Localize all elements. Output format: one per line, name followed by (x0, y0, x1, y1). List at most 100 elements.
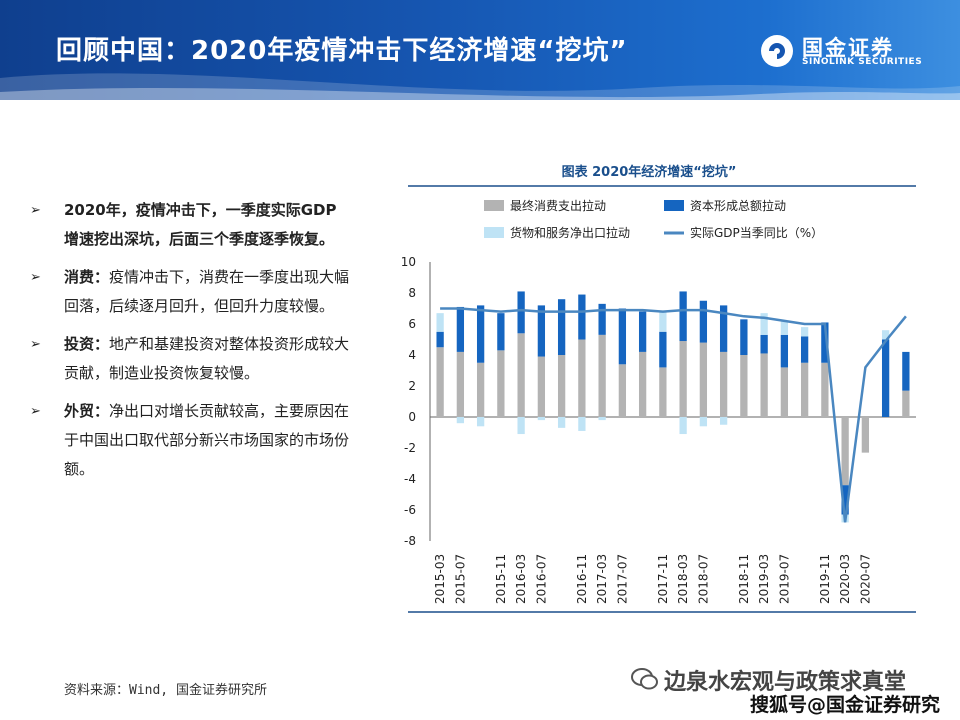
bar-segment (456, 351, 465, 417)
bar-segment (841, 485, 849, 515)
bar-segment (881, 330, 890, 340)
bullet-heading: 2020年，疫情冲击下，一季度实际GDP增速挖出深坑，后面三个季度逐季恢复。 (64, 201, 337, 248)
y-tick-label: 0 (408, 410, 416, 424)
bar-segment (456, 306, 465, 352)
y-tick-label: 6 (408, 317, 416, 331)
x-tick-label: 2015-03 (433, 554, 447, 604)
legend-label: 资本形成总额拉动 (690, 198, 786, 213)
bar-segment (598, 417, 606, 421)
legend-swatch (484, 227, 504, 238)
bar-segment (578, 339, 586, 417)
bar-segment (699, 417, 708, 427)
bar-segment (780, 334, 789, 368)
bar-segment (456, 417, 465, 424)
bullet-item-investment: ➢ 投资：地产和基建投资对整体投资形成较大贡献，制造业投资恢复较慢。 (30, 330, 350, 388)
x-tick-label: 2017-11 (656, 554, 670, 604)
logo-english-text: SINOLINK SECURITIES (802, 57, 923, 67)
y-tick-label: 8 (408, 286, 416, 300)
y-tick-label: 10 (401, 255, 416, 269)
bullet-heading: 投资： (64, 335, 110, 353)
watermark-sohu: 搜狐号@国金证券研究 (750, 694, 941, 716)
bar-segment (598, 303, 606, 335)
bar-segment (699, 342, 708, 417)
bar-segment (517, 417, 525, 435)
bullet-heading: 消费： (64, 268, 110, 286)
y-tick-label: -4 (404, 472, 416, 486)
bar-segment (800, 362, 809, 417)
bullet-heading: 外贸： (64, 402, 110, 420)
bar-segment (902, 390, 910, 417)
arrow-bullet-icon: ➢ (30, 337, 41, 352)
x-tick-label: 2018-07 (696, 554, 710, 604)
bar-segment (760, 334, 768, 354)
legend-swatch (664, 200, 684, 211)
x-tick-label: 2016-11 (575, 554, 589, 604)
bar-segment (800, 336, 809, 363)
bar-segment (476, 305, 485, 363)
bar-segment (476, 362, 485, 417)
x-tick-label: 2015-11 (494, 554, 508, 604)
y-tick-label: 2 (408, 379, 416, 393)
bar-segment (679, 291, 687, 342)
legend-label: 最终消费支出拉动 (510, 198, 606, 213)
bar-segment (780, 367, 789, 417)
y-tick-label: -2 (404, 441, 416, 455)
x-tick-label: 2020-07 (858, 554, 872, 604)
legend-label: 货物和服务净出口拉动 (510, 225, 630, 240)
header-wave-decoration (0, 73, 960, 100)
slide-header: 回顾中国：2020年疫情冲击下经济增速“挖坑” 国金证券 SINOLINK SE… (0, 0, 960, 100)
bullet-text: 疫情冲击下，消费在一季度出现大幅回落，后续逐月回升，但回升力度较慢。 (64, 268, 350, 315)
bullet-item-trade: ➢ 外贸：净出口对增长贡献较高，主要原因在于中国出口取代部分新兴市场国家的市场份… (30, 397, 350, 484)
data-source-note: 资料来源：Wind, 国金证券研究所 (64, 683, 267, 698)
bar-segment (557, 355, 566, 417)
arrow-bullet-icon: ➢ (30, 404, 41, 419)
x-tick-label: 2019-11 (818, 554, 832, 604)
x-tick-label: 2018-03 (676, 554, 690, 604)
bullet-list: ➢ 2020年，疫情冲击下，一季度实际GDP增速挖出深坑，后面三个季度逐季恢复。… (30, 196, 350, 493)
x-tick-label: 2017-07 (615, 554, 629, 604)
x-tick-label: 2018-11 (737, 554, 751, 604)
bar-segment (679, 341, 687, 417)
y-tick-label: -8 (404, 534, 416, 548)
x-tick-label: 2017-03 (595, 554, 609, 604)
bar-segment (719, 305, 728, 352)
watermark-account: 边泉水宏观与政策求真堂 (664, 670, 907, 695)
company-logo: 国金证券 SINOLINK SECURITIES (760, 30, 940, 74)
x-tick-label: 2016-03 (514, 554, 528, 604)
sinolink-logo-icon (761, 35, 793, 67)
bar-segment (861, 417, 870, 453)
bar-segment (659, 331, 667, 368)
bar-segment (638, 351, 647, 417)
bar-segment (497, 313, 505, 351)
bullet-item-overview: ➢ 2020年，疫情冲击下，一季度实际GDP增速挖出深坑，后面三个季度逐季恢复。 (30, 196, 350, 254)
bullet-text: 净出口对增长贡献较高，主要原因在于中国出口取代部分新兴市场国家的市场份额。 (64, 402, 350, 478)
bar-segment (821, 322, 829, 363)
bar-segment (537, 417, 546, 421)
wechat-icon (631, 668, 658, 690)
bar-segment (537, 356, 546, 417)
bar-segment (800, 327, 809, 337)
bar-segment (821, 362, 829, 417)
bullet-item-consumption: ➢ 消费：疫情冲击下，消费在一季度出现大幅回落，后续逐月回升，但回升力度较慢。 (30, 263, 350, 321)
slide-title: 回顾中国：2020年疫情冲击下经济增速“挖坑” (56, 36, 628, 66)
gdp-growth-line (440, 307, 907, 523)
chart-plot-area: 10 8 6 4 2 0 -2 -4 -6 -8 2015-03 2015-07 2015-11 2016… (401, 255, 916, 604)
bar-segment (740, 319, 748, 355)
bar-segment (719, 417, 728, 425)
x-tick-label: 2019-07 (777, 554, 791, 604)
bar-segment (537, 305, 546, 357)
bar-segment (578, 294, 586, 340)
bar-segment (618, 364, 627, 417)
bar-segment (659, 311, 667, 332)
bar-segment (476, 417, 485, 427)
logo-chinese-text: 国金证券 (802, 36, 894, 60)
bar-segment (659, 367, 667, 417)
bar-segment (902, 351, 910, 391)
y-tick-label: -6 (404, 503, 416, 517)
bar-segment (436, 347, 444, 417)
x-tick-label: 2019-03 (757, 554, 771, 604)
bar-segment (517, 333, 525, 417)
y-tick-label: 4 (408, 348, 416, 362)
chart-title: 图表 2020年经济增速“挖坑” (562, 164, 737, 180)
